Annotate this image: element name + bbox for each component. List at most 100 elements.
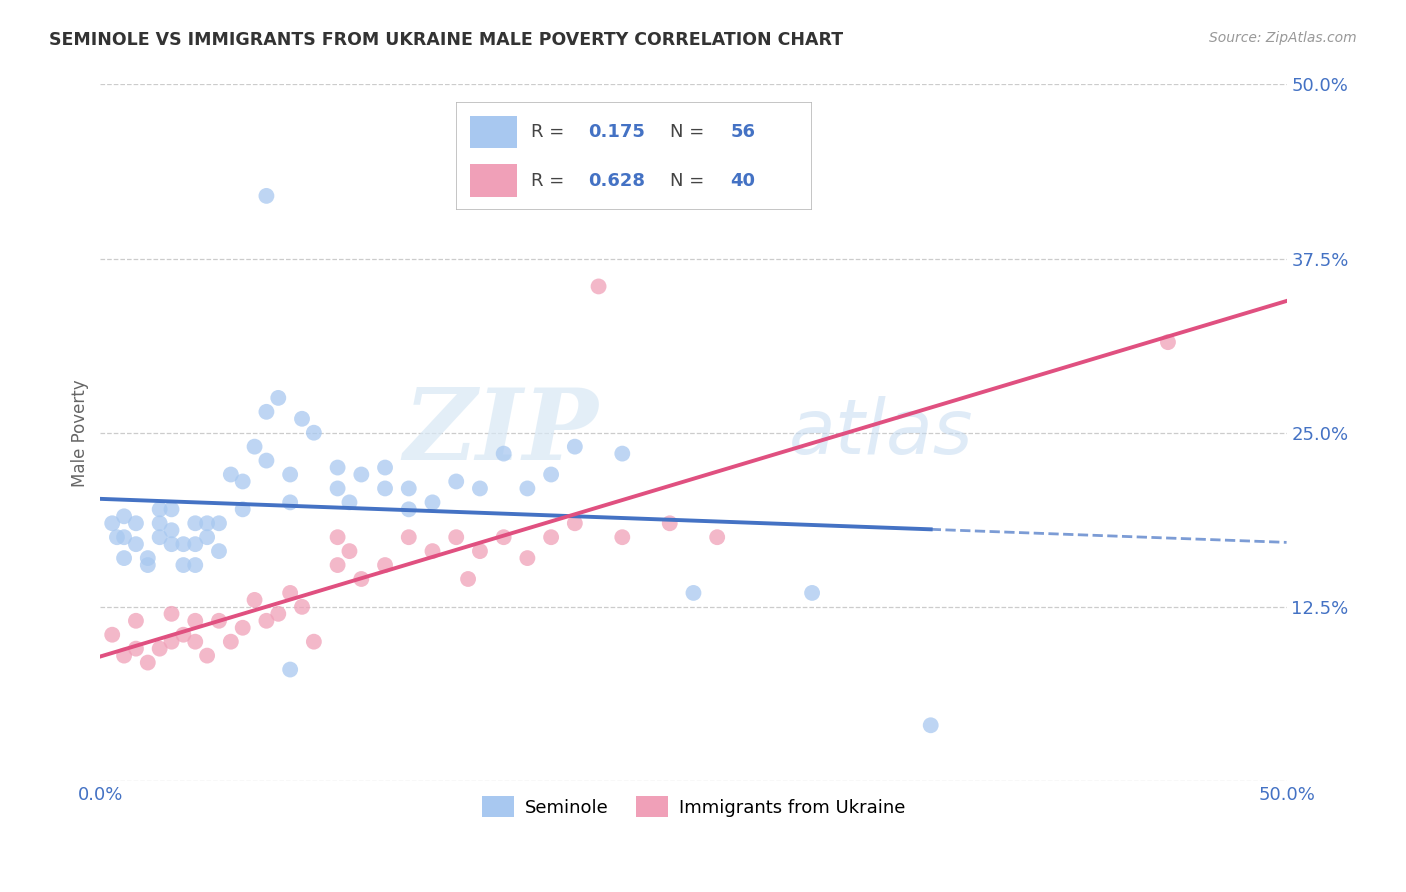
Point (326, 460, 349, 475)
Point (422, 544, 444, 558)
Point (172, 558, 194, 572)
Point (920, 718, 942, 732)
Point (160, 634, 183, 648)
Point (172, 537, 194, 551)
Point (278, 495, 301, 509)
Point (540, 530, 562, 544)
Point (492, 530, 515, 544)
Point (101, 516, 124, 531)
Point (254, 405, 277, 419)
Point (254, 453, 277, 467)
Point (588, 279, 610, 293)
Legend: Seminole, Immigrants from Ukraine: Seminole, Immigrants from Ukraine (474, 789, 912, 824)
Point (149, 516, 172, 531)
Point (302, 425, 325, 440)
Point (468, 544, 491, 558)
Point (160, 502, 183, 516)
Point (232, 621, 254, 635)
Point (444, 530, 467, 544)
Point (564, 516, 586, 531)
Point (658, 516, 681, 531)
Point (302, 634, 325, 648)
Point (208, 516, 231, 531)
Point (195, 530, 218, 544)
Point (184, 516, 207, 531)
Point (278, 663, 301, 677)
Point (160, 523, 183, 537)
Point (149, 502, 172, 516)
Point (350, 572, 373, 586)
Point (149, 641, 172, 656)
Point (160, 607, 183, 621)
Point (540, 467, 562, 482)
Point (125, 516, 148, 531)
Point (136, 558, 159, 572)
Text: ZIP: ZIP (404, 384, 599, 481)
Point (172, 628, 194, 642)
Text: Source: ZipAtlas.com: Source: ZipAtlas.com (1209, 31, 1357, 45)
Point (184, 614, 207, 628)
Point (125, 537, 148, 551)
Point (184, 537, 207, 551)
Point (232, 475, 254, 489)
Point (278, 586, 301, 600)
Point (492, 447, 515, 461)
Point (267, 607, 290, 621)
Point (112, 551, 135, 566)
Point (112, 648, 135, 663)
Y-axis label: Male Poverty: Male Poverty (72, 379, 89, 486)
Point (374, 482, 396, 496)
Point (267, 391, 290, 405)
Point (184, 558, 207, 572)
Point (1157, 335, 1180, 350)
Point (254, 189, 277, 203)
Point (564, 440, 586, 454)
Point (195, 516, 218, 531)
Point (254, 614, 277, 628)
Point (374, 460, 396, 475)
Point (243, 440, 266, 454)
Point (398, 502, 420, 516)
Point (339, 495, 361, 509)
Point (339, 544, 361, 558)
Point (160, 537, 183, 551)
Point (516, 482, 538, 496)
Point (326, 530, 349, 544)
Point (706, 530, 728, 544)
Point (291, 411, 314, 425)
Point (801, 586, 824, 600)
Text: atlas: atlas (789, 396, 973, 470)
Point (374, 558, 396, 572)
Point (208, 614, 231, 628)
Point (101, 628, 124, 642)
Point (457, 572, 479, 586)
Point (232, 502, 254, 516)
Point (612, 447, 634, 461)
Point (468, 482, 491, 496)
Point (398, 482, 420, 496)
Point (136, 551, 159, 566)
Point (243, 593, 266, 607)
Point (350, 467, 373, 482)
Text: SEMINOLE VS IMMIGRANTS FROM UKRAINE MALE POVERTY CORRELATION CHART: SEMINOLE VS IMMIGRANTS FROM UKRAINE MALE… (49, 31, 844, 49)
Point (149, 530, 172, 544)
Point (105, 530, 128, 544)
Point (398, 530, 420, 544)
Point (612, 530, 634, 544)
Point (326, 558, 349, 572)
Point (184, 634, 207, 648)
Point (112, 509, 135, 524)
Point (208, 544, 231, 558)
Point (112, 530, 135, 544)
Point (136, 656, 159, 670)
Point (516, 551, 538, 566)
Point (326, 482, 349, 496)
Point (219, 634, 242, 648)
Point (291, 599, 314, 614)
Point (682, 586, 704, 600)
Point (125, 614, 148, 628)
Point (125, 641, 148, 656)
Point (444, 475, 467, 489)
Point (195, 648, 218, 663)
Point (219, 467, 242, 482)
